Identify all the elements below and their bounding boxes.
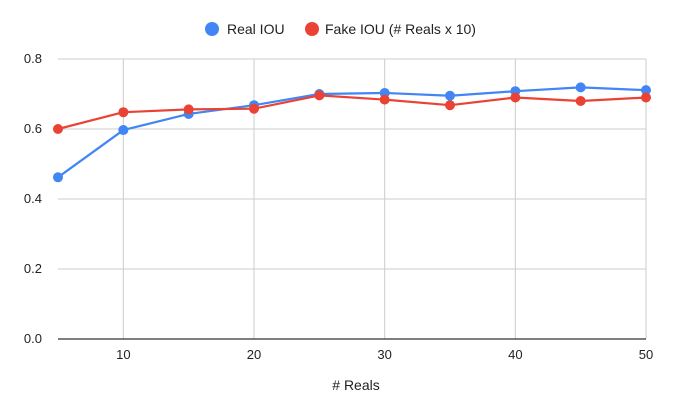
data-point [445,90,455,101]
y-tick-label: 0.6 [24,121,42,136]
data-point [249,103,259,114]
legend-marker [305,22,319,36]
x-tick-label: 30 [377,347,391,362]
legend: Real IOU Fake IOU (# Reals x 10) [205,21,476,37]
x-tick-label: 10 [116,347,130,362]
data-point [118,107,129,118]
data-point [53,124,63,134]
x-tick-label: 40 [508,347,522,362]
series-line [57,86,647,179]
x-axis-title: # Reals [332,377,379,393]
data-point [379,94,390,105]
axes: 0.0 0.2 0.4 0.6 0.8 10 20 30 40 50 [24,51,653,362]
data-point [118,125,129,136]
data-point [575,96,586,106]
data-point [510,92,521,103]
data-point [183,104,194,115]
y-tick-label: 0.0 [24,331,42,346]
data-point [53,172,63,183]
legend-item: Real IOU [205,21,285,37]
data-point [575,82,586,93]
x-tick-label: 50 [639,347,653,362]
data-point [641,85,651,96]
legend-marker [205,22,219,36]
x-tick-label: 20 [247,347,261,362]
legend-label: Real IOU [227,21,285,37]
y-tick-label: 0.8 [24,51,42,66]
grid [58,58,647,339]
data-point [314,90,325,101]
y-tick-label: 0.2 [24,261,42,276]
data-point [641,92,651,103]
legend-label: Fake IOU (# Reals x 10) [325,21,476,37]
y-tick-label: 0.4 [24,191,42,206]
series-1 [53,90,651,134]
legend-item: Fake IOU (# Reals x 10) [305,21,476,37]
series-line [57,94,647,131]
series [53,82,651,183]
data-point [445,100,455,111]
